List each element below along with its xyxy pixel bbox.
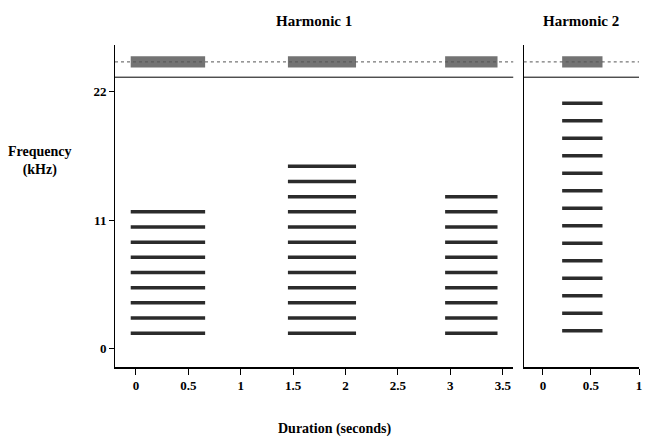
svg-text:0.5: 0.5 xyxy=(583,378,600,393)
svg-text:3: 3 xyxy=(447,378,454,393)
svg-text:2: 2 xyxy=(342,378,349,393)
svg-text:Duration (seconds): Duration (seconds) xyxy=(278,421,392,437)
svg-text:Frequency(kHz): Frequency(kHz) xyxy=(8,144,72,178)
svg-text:0.5: 0.5 xyxy=(180,378,197,393)
svg-text:11: 11 xyxy=(94,213,106,228)
svg-text:22: 22 xyxy=(93,84,106,99)
svg-text:Harmonic 2: Harmonic 2 xyxy=(543,13,619,29)
svg-text:0: 0 xyxy=(100,341,107,356)
svg-text:1.5: 1.5 xyxy=(285,378,302,393)
svg-text:3.5: 3.5 xyxy=(495,378,512,393)
svg-text:0: 0 xyxy=(133,378,140,393)
svg-text:2.5: 2.5 xyxy=(390,378,407,393)
svg-text:1: 1 xyxy=(636,378,643,393)
svg-text:1: 1 xyxy=(238,378,245,393)
svg-text:Harmonic 1: Harmonic 1 xyxy=(276,13,352,29)
svg-text:0: 0 xyxy=(540,378,547,393)
